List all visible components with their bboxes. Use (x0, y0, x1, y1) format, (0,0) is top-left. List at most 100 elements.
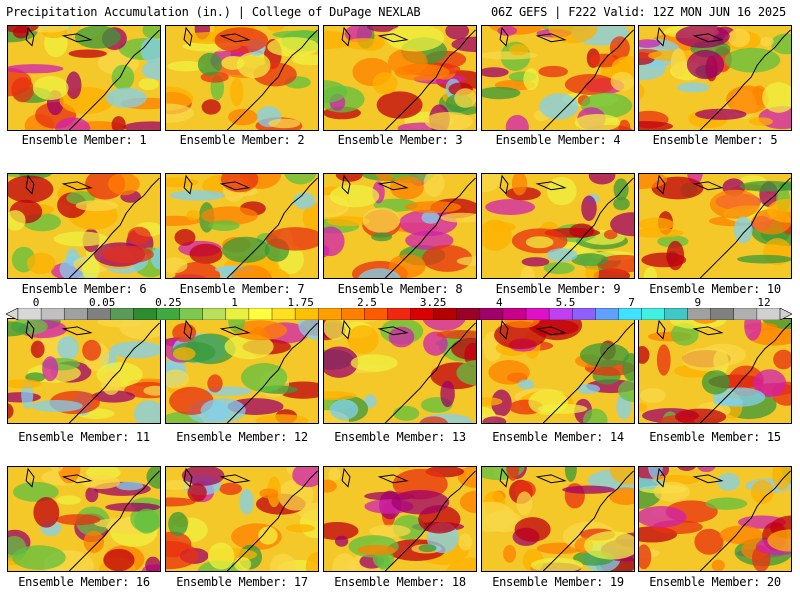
ensemble-member-map (323, 318, 477, 424)
ensemble-member-map (481, 318, 635, 424)
colorbar-swatch (364, 308, 388, 320)
colorbar-tick-label: 7 (628, 296, 635, 309)
colorbar-tick-label: 12 (757, 296, 771, 309)
colorbar-tick-label: 1.75 (287, 296, 314, 309)
ensemble-member-label: Ensemble Member: 8 (337, 282, 463, 296)
ensemble-member-label: Ensemble Member: 1 (21, 133, 147, 147)
colorbar-swatch (410, 308, 435, 320)
precip-field (166, 319, 318, 423)
colorbar-swatch (110, 308, 134, 320)
ensemble-member-label: Ensemble Member: 9 (495, 282, 621, 296)
ensemble-member-label: Ensemble Member: 6 (21, 282, 147, 296)
ensemble-member-label: Ensemble Member: 7 (179, 282, 305, 296)
precip-field (166, 174, 318, 278)
colorbar-swatch (710, 308, 735, 320)
ensemble-member-map (7, 173, 161, 279)
colorbar-swatch (179, 308, 204, 320)
colorbar-tick-label: 0.25 (155, 296, 182, 309)
colorbar-swatch (641, 308, 666, 320)
ensemble-member-map (638, 173, 792, 279)
colorbar-swatch (687, 308, 712, 320)
ensemble-member-label: Ensemble Member: 19 (492, 575, 624, 589)
colorbar-swatch (248, 308, 273, 320)
ensemble-member-label: Ensemble Member: 11 (18, 430, 150, 444)
ensemble-member-map (165, 318, 319, 424)
colorbar-tick-label: 1 (231, 296, 238, 309)
precip-field (482, 174, 634, 278)
precip-field (166, 26, 318, 130)
colorbar-swatch (433, 308, 458, 320)
ensemble-member-map (481, 466, 635, 572)
ensemble-member-map (481, 173, 635, 279)
colorbar-right-arrow (779, 308, 792, 320)
colorbar-swatch (733, 308, 758, 320)
colorbar-tick-label: 5.5 (555, 296, 576, 309)
colorbar-swatch (548, 308, 573, 320)
colorbar-swatch (756, 308, 781, 320)
colorbar-swatch (456, 308, 481, 320)
colorbar-left-arrow (6, 308, 19, 320)
ensemble-member-map (7, 25, 161, 131)
ensemble-member-label: Ensemble Member: 20 (649, 575, 781, 589)
colorbar-swatch (156, 308, 181, 320)
colorbar-swatch (595, 308, 619, 320)
chart-title: Precipitation Accumulation (in.) | Colle… (6, 5, 421, 19)
colorbar-swatch (294, 308, 319, 320)
colorbar-tick-label: 3.25 (419, 296, 447, 309)
ensemble-member-map (323, 173, 477, 279)
ensemble-member-label: Ensemble Member: 18 (334, 575, 466, 589)
colorbar-swatch (133, 308, 158, 320)
precip-field (8, 467, 160, 571)
ensemble-member-label: Ensemble Member: 16 (18, 575, 150, 589)
ensemble-member-label: Ensemble Member: 15 (649, 430, 781, 444)
colorbar-swatch (387, 308, 412, 320)
precip-field (639, 26, 791, 130)
precip-field (482, 26, 634, 130)
colorbar-swatch (571, 308, 596, 320)
precip-field (166, 467, 318, 571)
colorbar-swatch (271, 308, 296, 320)
precip-field (8, 26, 160, 130)
precip-field (639, 467, 791, 571)
colorbar-swatch (525, 308, 550, 320)
ensemble-member-map (481, 25, 635, 131)
ensemble-member-label: Ensemble Member: 10 (649, 282, 781, 296)
colorbar-swatch (341, 308, 365, 320)
colorbar-tick-label: 0.05 (88, 296, 116, 309)
precip-field (324, 26, 476, 130)
ensemble-member-map (323, 25, 477, 131)
ensemble-member-label: Ensemble Member: 14 (492, 430, 624, 444)
colorbar-swatch (17, 308, 42, 320)
colorbar-swatch (40, 308, 65, 320)
ensemble-member-label: Ensemble Member: 4 (495, 133, 621, 147)
colorbar-tick-label: 4 (495, 296, 503, 309)
colorbar-tick-label: 2.5 (356, 296, 377, 309)
colorbar-swatch (618, 308, 642, 320)
ensemble-member-map (323, 466, 477, 572)
colorbar-swatch (225, 308, 250, 320)
ensemble-member-label: Ensemble Member: 3 (337, 133, 463, 147)
precip-field (324, 174, 476, 278)
ensemble-member-map (165, 173, 319, 279)
colorbar-swatch (63, 308, 88, 320)
colorbar-swatch (317, 308, 342, 320)
precip-field (639, 174, 791, 278)
precip-field (324, 467, 476, 571)
ensemble-member-label: Ensemble Member: 2 (179, 133, 305, 147)
precip-field (482, 319, 634, 423)
ensemble-member-map (638, 25, 792, 131)
ensemble-member-label: Ensemble Member: 12 (176, 430, 308, 444)
colorbar-swatch (202, 308, 227, 320)
precip-field (8, 174, 160, 278)
precip-field (8, 319, 160, 423)
colorbar-swatch (502, 308, 527, 320)
model-run-info: 06Z GEFS | F222 Valid: 12Z MON JUN 16 20… (490, 5, 786, 19)
ensemble-member-map (638, 318, 792, 424)
colorbar-tick-label: 0 (32, 296, 40, 309)
ensemble-member-map (165, 25, 319, 131)
colorbar-swatch (664, 308, 689, 320)
ensemble-member-map (165, 466, 319, 572)
ensemble-member-label: Ensemble Member: 5 (652, 133, 778, 147)
colorbar-swatch (87, 308, 111, 320)
ensemble-member-map (7, 466, 161, 572)
